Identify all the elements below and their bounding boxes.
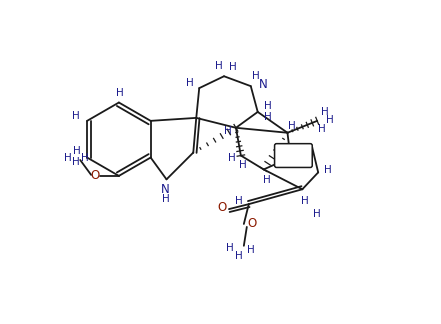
Text: H: H [224,126,232,136]
Text: H: H [72,111,80,121]
Text: H: H [187,78,194,88]
Text: H: H [302,196,309,206]
Text: H: H [264,101,272,111]
Text: H: H [252,71,260,81]
Text: H: H [162,194,169,204]
Text: H: H [326,115,334,125]
Text: H: H [215,61,223,71]
Text: H: H [318,124,326,134]
Text: H: H [324,166,332,175]
Text: H: H [314,209,321,219]
Text: H: H [229,62,237,72]
Text: N: N [259,78,268,91]
Text: O: O [90,169,100,182]
Text: H: H [321,107,329,117]
Text: H: H [235,251,243,261]
Text: H: H [239,160,247,170]
Text: O: O [217,201,227,214]
Text: N: N [161,183,170,196]
Text: H: H [235,196,243,206]
Text: H: H [116,87,124,98]
Text: H: H [288,121,295,131]
Text: H: H [72,157,80,168]
Text: H: H [263,175,270,185]
Text: Abs: Abs [284,150,303,159]
Text: O: O [247,217,256,230]
FancyBboxPatch shape [275,144,312,168]
Text: H: H [247,245,254,255]
Text: H: H [64,153,72,163]
Text: H: H [73,146,81,156]
Text: H: H [264,112,272,122]
Text: H: H [226,243,234,253]
Text: H: H [228,153,236,163]
Text: H: H [81,153,89,163]
